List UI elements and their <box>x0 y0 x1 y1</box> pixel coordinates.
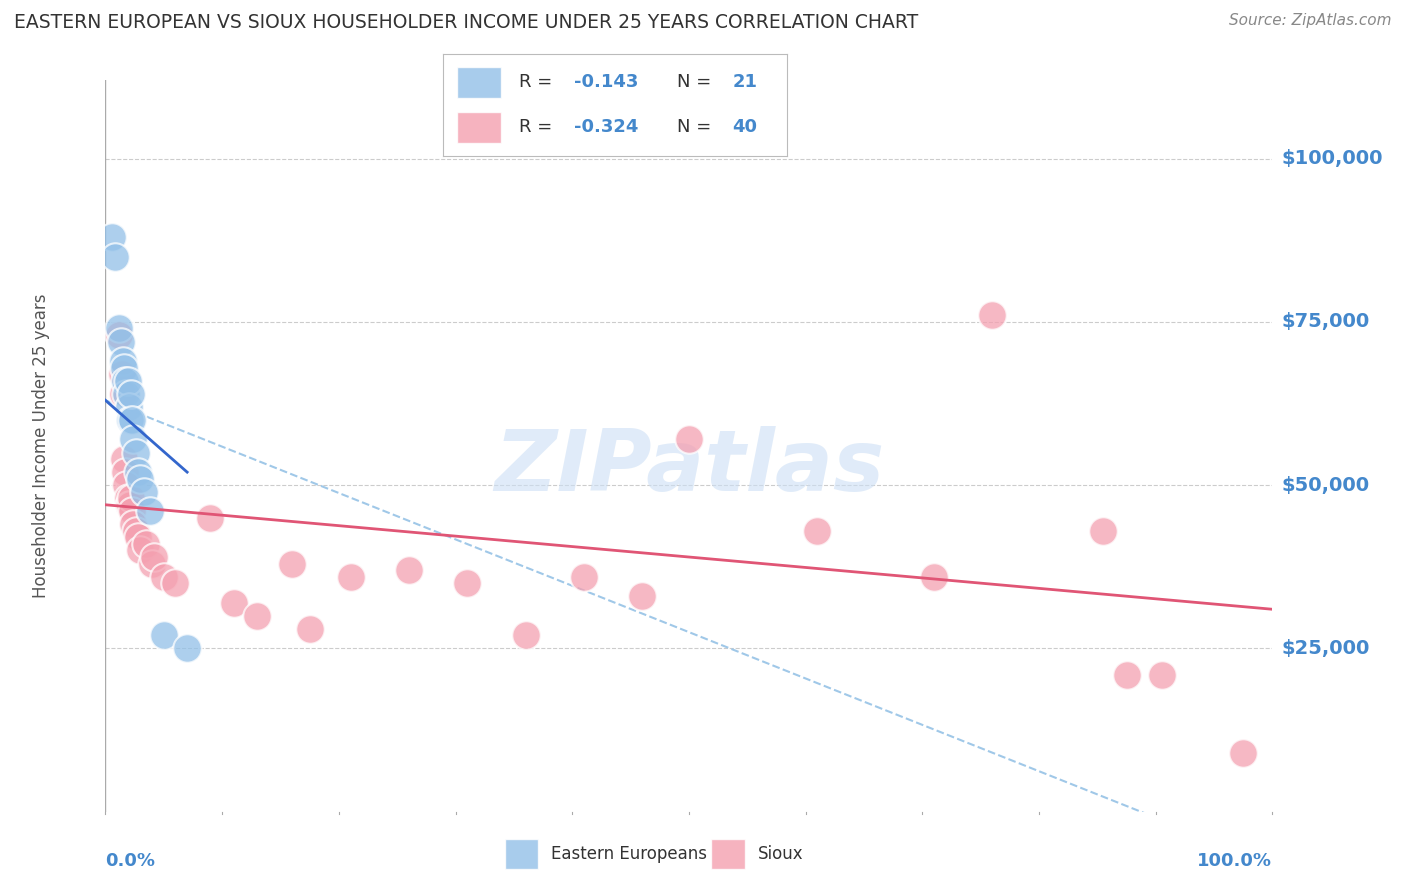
Point <box>139 504 162 518</box>
Point <box>922 569 945 583</box>
Point <box>1232 746 1254 760</box>
Point <box>152 569 174 583</box>
Point <box>141 557 163 571</box>
Point <box>456 576 478 591</box>
Point <box>120 386 142 401</box>
Point <box>115 386 138 401</box>
Point <box>125 445 148 459</box>
Text: 100.0%: 100.0% <box>1198 852 1272 870</box>
Point <box>152 628 174 642</box>
Point <box>127 465 149 479</box>
Point <box>114 374 136 388</box>
Point <box>122 517 145 532</box>
Point <box>1115 667 1137 681</box>
Point <box>176 641 198 656</box>
Point <box>117 491 139 506</box>
Text: Householder Income Under 25 years: Householder Income Under 25 years <box>32 293 51 599</box>
Point <box>127 530 149 544</box>
Text: Eastern Europeans: Eastern Europeans <box>551 845 707 863</box>
Point <box>678 433 700 447</box>
Point <box>108 328 131 343</box>
Point <box>121 504 143 518</box>
Text: R =: R = <box>519 73 558 91</box>
Point <box>200 511 222 525</box>
Point <box>115 478 138 492</box>
Point <box>132 484 155 499</box>
Text: $75,000: $75,000 <box>1282 312 1369 332</box>
Text: $100,000: $100,000 <box>1282 149 1384 169</box>
Point <box>1092 524 1115 538</box>
Point <box>112 452 135 467</box>
Point <box>118 498 141 512</box>
Point <box>129 472 152 486</box>
Text: -0.324: -0.324 <box>574 119 638 136</box>
FancyBboxPatch shape <box>457 112 502 143</box>
Text: ZIPatlas: ZIPatlas <box>494 426 884 509</box>
Point <box>104 250 127 264</box>
Point <box>118 498 141 512</box>
Point <box>246 608 269 623</box>
Text: $25,000: $25,000 <box>1282 639 1369 658</box>
Text: N =: N = <box>678 119 717 136</box>
Text: 21: 21 <box>733 73 758 91</box>
Point <box>339 569 361 583</box>
Point <box>111 386 134 401</box>
Point <box>298 622 321 636</box>
FancyBboxPatch shape <box>505 839 538 869</box>
Point <box>120 491 142 506</box>
Text: $50,000: $50,000 <box>1282 475 1369 495</box>
Text: 0.0%: 0.0% <box>105 852 156 870</box>
Point <box>222 596 245 610</box>
Point <box>108 321 131 335</box>
Point <box>281 557 304 571</box>
Point <box>572 569 595 583</box>
Point <box>112 360 135 375</box>
Point <box>117 374 139 388</box>
Point <box>125 524 148 538</box>
Point <box>111 354 134 368</box>
Point <box>515 628 537 642</box>
Point <box>143 549 166 564</box>
Point <box>981 309 1004 323</box>
Text: Sioux: Sioux <box>758 845 803 863</box>
Point <box>118 413 141 427</box>
Text: -0.143: -0.143 <box>574 73 638 91</box>
Point <box>631 589 654 603</box>
Point <box>111 367 134 381</box>
Point <box>114 465 136 479</box>
Text: EASTERN EUROPEAN VS SIOUX HOUSEHOLDER INCOME UNDER 25 YEARS CORRELATION CHART: EASTERN EUROPEAN VS SIOUX HOUSEHOLDER IN… <box>14 13 918 32</box>
Text: Source: ZipAtlas.com: Source: ZipAtlas.com <box>1229 13 1392 29</box>
Point <box>398 563 420 577</box>
FancyBboxPatch shape <box>711 839 745 869</box>
Point <box>121 413 143 427</box>
Text: 40: 40 <box>733 119 758 136</box>
Point <box>135 537 157 551</box>
Point <box>129 543 152 558</box>
Text: N =: N = <box>678 73 717 91</box>
Point <box>122 433 145 447</box>
Point <box>165 576 187 591</box>
FancyBboxPatch shape <box>457 67 502 97</box>
Point <box>118 400 141 414</box>
Point <box>110 334 132 349</box>
Text: R =: R = <box>519 119 558 136</box>
Point <box>806 524 828 538</box>
Point <box>101 230 124 244</box>
Point <box>1150 667 1173 681</box>
